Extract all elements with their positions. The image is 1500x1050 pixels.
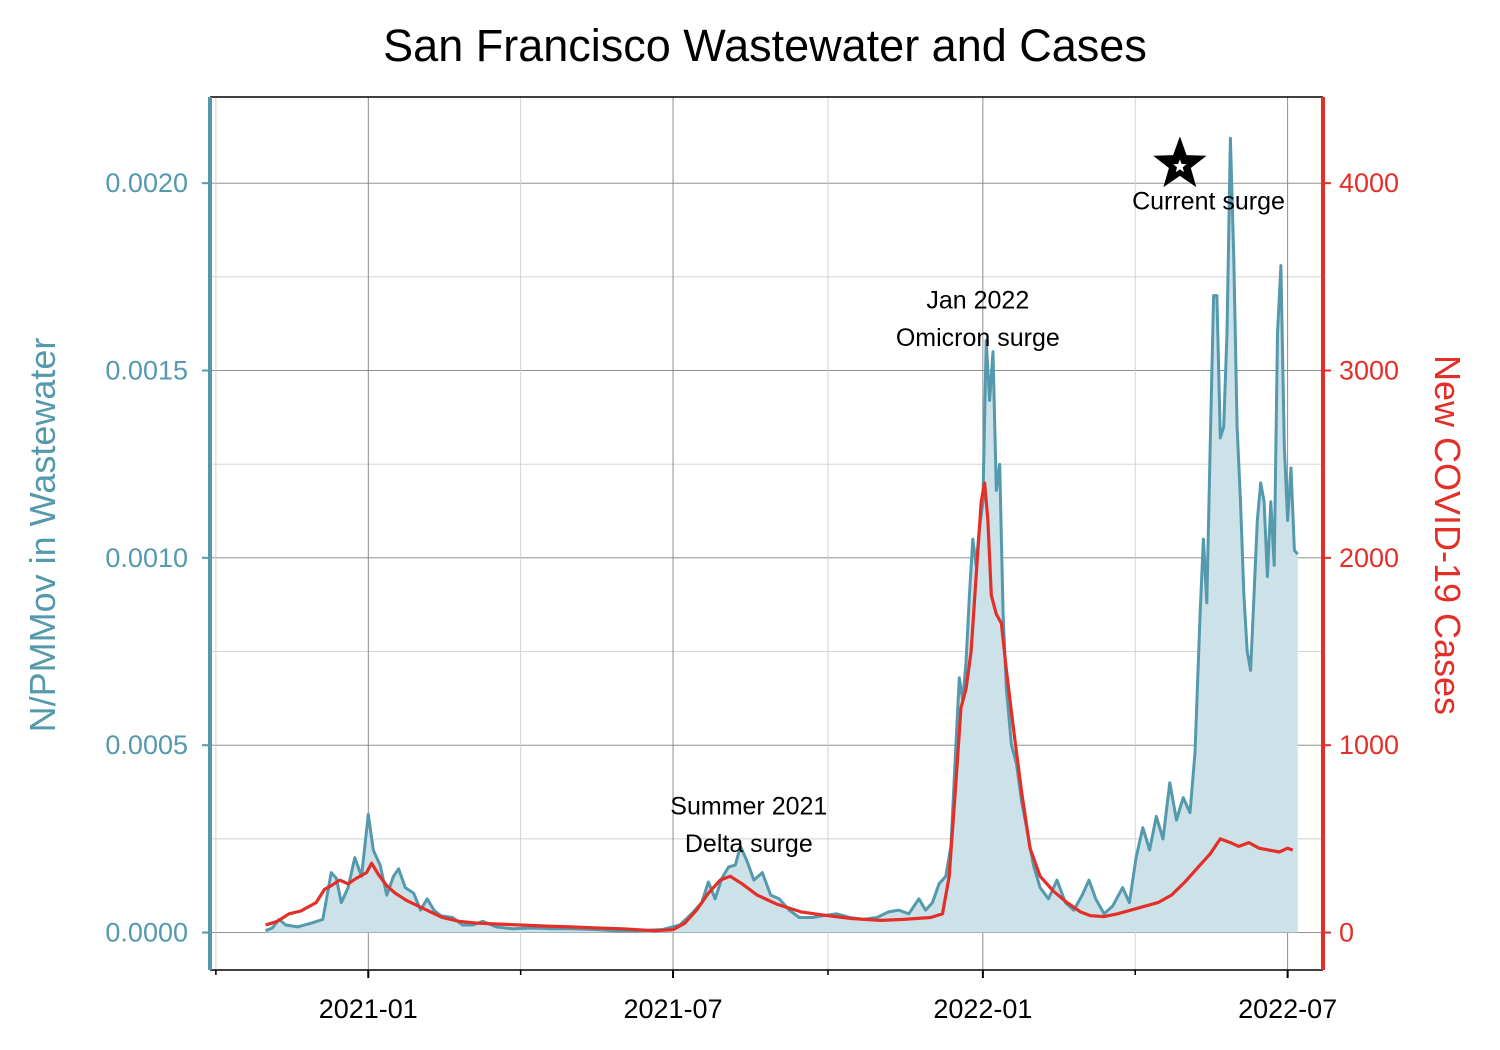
y-right-tick-label: 3000 xyxy=(1339,356,1399,386)
y-left-tick-label: 0.0020 xyxy=(105,168,188,198)
axes: 0.0000 0.0005 0.0010 0.0015 0.0020 0 1000 2000 3… xyxy=(105,96,1399,1024)
y-right-tick-label: 1000 xyxy=(1339,730,1399,760)
plot-area xyxy=(265,136,1299,933)
annotation-label: Current surge xyxy=(1132,187,1285,215)
annotations: Summer 2021 Delta surge Jan 2022 Omicron su… xyxy=(670,136,1285,858)
annotation-line: Current surge xyxy=(1132,187,1285,215)
wastewater-series-line xyxy=(265,136,1299,933)
wastewater-area-fill xyxy=(265,138,1298,933)
x-tick-label: 2022-01 xyxy=(933,994,1032,1024)
x-tick-label: 2021-07 xyxy=(624,994,723,1024)
y-left-tick-label: 0.0000 xyxy=(105,918,188,948)
y-right-tick-label: 4000 xyxy=(1339,168,1399,198)
cases-series-line xyxy=(265,481,1294,933)
y-axis-right-label: New COVID-19 Cases xyxy=(1427,355,1468,715)
annotation-line: Omicron surge xyxy=(896,324,1060,352)
x-tick-label: 2022-07 xyxy=(1238,994,1337,1024)
star-marker-center xyxy=(1173,159,1187,173)
y-left-tick-label: 0.0005 xyxy=(105,730,188,760)
chart-title: San Francisco Wastewater and Cases xyxy=(383,20,1147,71)
x-tick-label: 2021-01 xyxy=(319,994,418,1024)
y-right-tick-label: 2000 xyxy=(1339,543,1399,573)
annotation-line: Delta surge xyxy=(685,830,813,858)
y-left-tick-label: 0.0010 xyxy=(105,543,188,573)
annotation-label: Summer 2021 Delta surge xyxy=(670,793,827,859)
y-left-tick-label: 0.0015 xyxy=(105,356,188,386)
annotation-line: Summer 2021 xyxy=(670,793,827,821)
y-axis-left-label: N/PMMov in Wastewater xyxy=(22,338,63,733)
annotation-line: Jan 2022 xyxy=(926,287,1029,315)
annotation-label: Jan 2022 Omicron surge xyxy=(896,287,1060,353)
y-right-tick-label: 0 xyxy=(1339,918,1354,948)
